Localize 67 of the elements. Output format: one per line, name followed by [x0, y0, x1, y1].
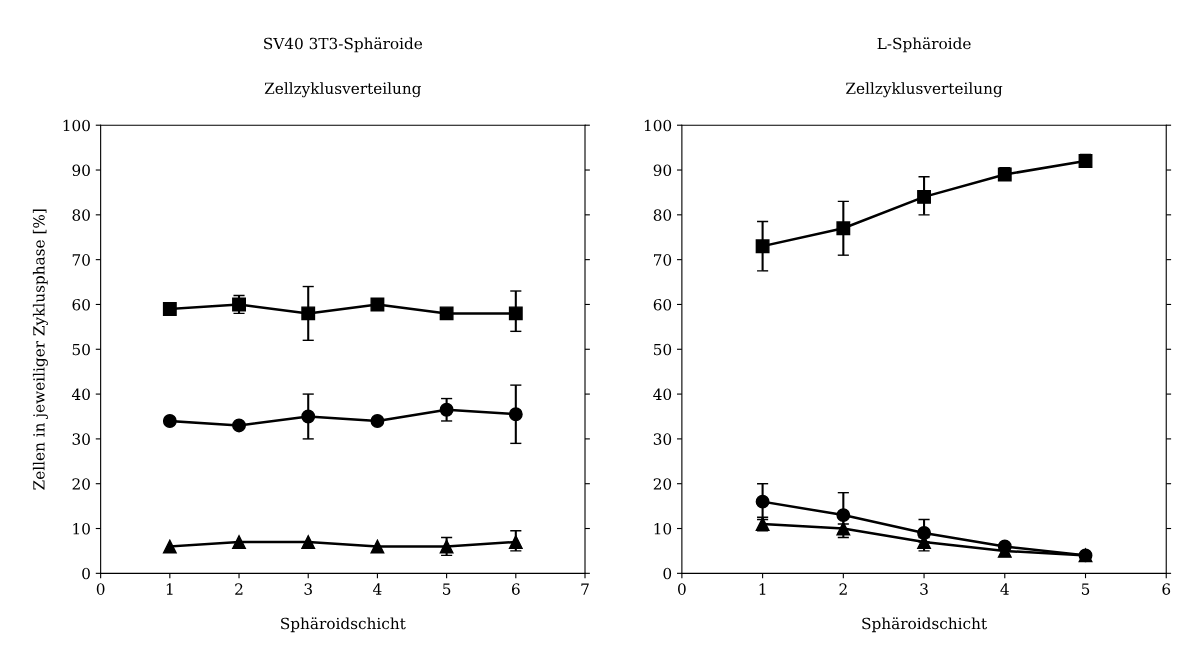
y-tick-label: 80 — [653, 209, 672, 221]
y-tick-label: 70 — [654, 254, 672, 266]
x-tick-label: 0 — [678, 583, 686, 595]
y-tick-label: 50 — [654, 343, 672, 356]
y-tick-label: 40 — [653, 388, 672, 401]
point — [755, 239, 770, 254]
y-tick-label: 80 — [72, 209, 90, 221]
y-tick-label: 20 — [653, 478, 672, 490]
x-tick-label: 6 — [511, 583, 520, 595]
y-tick-label: 10 — [73, 522, 90, 535]
x-tick-label: 2 — [235, 583, 243, 595]
point — [508, 407, 523, 422]
x-axis-title: Sphäroidschicht — [862, 617, 987, 633]
y-tick-label: 0 — [82, 567, 90, 580]
x-tick-label: 0 — [96, 583, 105, 595]
point — [439, 306, 454, 321]
y-tick-label: 10 — [654, 522, 672, 535]
y-tick-label: 90 — [653, 164, 672, 177]
point — [301, 409, 316, 424]
point — [162, 539, 177, 554]
x-tick-label: 3 — [304, 583, 312, 595]
y-tick-label: 100 — [63, 119, 90, 132]
y-tick-label: 50 — [72, 343, 90, 356]
y-axis-title: Zellen in jeweiliger Zyklusphase [%] — [32, 209, 48, 490]
point — [508, 535, 523, 549]
y-tick-label: 30 — [72, 433, 90, 445]
point — [917, 189, 932, 204]
x-tick-label: 1 — [759, 583, 766, 595]
point — [370, 539, 385, 554]
y-tick-label: 60 — [653, 298, 672, 311]
point — [232, 535, 246, 549]
x-tick-label: 7 — [581, 583, 589, 595]
x-tick-label: 3 — [920, 583, 928, 595]
chart-title: SV40 3T3-Sphäroide — [264, 37, 423, 53]
point — [997, 167, 1012, 182]
point — [301, 306, 316, 321]
x-tick-label: 4 — [373, 583, 382, 595]
point — [370, 297, 385, 312]
point — [508, 306, 523, 321]
y-tick-label: 70 — [72, 254, 90, 266]
point — [836, 221, 851, 236]
y-tick-label: 0 — [663, 567, 672, 580]
point — [370, 414, 385, 428]
x-axis-title: Sphäroidschicht — [281, 617, 406, 633]
x-tick-label: 5 — [1081, 583, 1090, 595]
y-tick-label: 90 — [72, 164, 90, 177]
point — [1078, 154, 1093, 169]
chart-subtitle: Zellzyklusverteilung — [264, 82, 422, 98]
point — [162, 414, 177, 428]
y-tick-label: 30 — [653, 433, 672, 445]
point — [755, 494, 770, 509]
x-tick-label: 6 — [1162, 583, 1171, 595]
x-tick-label: 4 — [1000, 583, 1009, 595]
chart-subtitle: Zellzyklusverteilung — [846, 82, 1003, 98]
y-tick-label: 60 — [72, 298, 90, 311]
x-tick-label: 1 — [166, 583, 173, 595]
chart-title: L-Sphäroide — [877, 37, 971, 53]
point — [439, 402, 454, 417]
y-tick-label: 40 — [71, 388, 90, 401]
point — [301, 535, 316, 549]
y-tick-label: 100 — [644, 119, 672, 132]
x-tick-label: 5 — [443, 583, 451, 595]
x-tick-label: 2 — [839, 583, 847, 595]
y-tick-label: 20 — [72, 478, 90, 490]
point — [162, 301, 177, 316]
point — [836, 508, 851, 523]
point — [232, 418, 246, 433]
